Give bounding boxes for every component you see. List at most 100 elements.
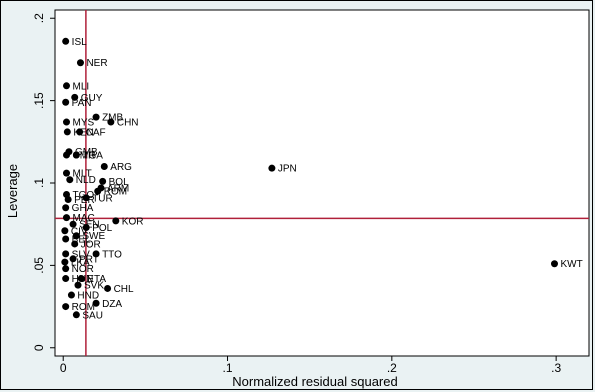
data-point-pol: POL [82, 223, 113, 234]
point-marker [62, 37, 70, 45]
point-label: CIV [71, 226, 88, 237]
point-marker [62, 235, 70, 243]
x-tick-label: .1 [223, 361, 233, 375]
point-marker [92, 299, 100, 307]
point-label: BOL [109, 177, 129, 188]
point-label: PAN [72, 98, 92, 109]
point-label: TTO [102, 249, 122, 260]
data-point-mli: MLI [63, 81, 89, 92]
data-point-hun: HUN [62, 274, 93, 285]
point-label: ARG [110, 162, 132, 173]
point-marker [72, 232, 80, 240]
data-point-zmb: ZMB [92, 113, 124, 124]
point-marker [63, 118, 71, 126]
point-label: MLT [73, 169, 92, 180]
point-marker [62, 275, 70, 283]
point-label: CHL [114, 284, 134, 295]
data-point-hnd: HND [67, 291, 99, 302]
point-marker [112, 217, 120, 225]
data-point-bol: BOL [99, 177, 129, 188]
data-point-pan: PAN [62, 98, 92, 109]
point-marker [62, 98, 70, 106]
data-point-slv: SLV [62, 249, 90, 260]
data-point-prt: PRT [69, 254, 99, 265]
data-point-isl: ISL [62, 37, 87, 48]
point-marker [92, 250, 100, 258]
point-marker [82, 194, 90, 202]
y-tick-label: .15 [32, 92, 46, 109]
point-marker [71, 240, 79, 248]
point-marker [64, 195, 72, 203]
point-label: KWT [560, 259, 582, 270]
y-tick-label: .1 [32, 178, 46, 188]
point-label: PER [74, 195, 95, 206]
point-label: MAC [73, 213, 95, 224]
data-point-chl: CHL [104, 284, 134, 295]
point-label: ARM [107, 183, 129, 194]
data-point-sen: SEN [69, 220, 100, 231]
point-label: JOR [81, 239, 101, 250]
point-marker [62, 250, 70, 258]
data-point-eta: ETA [77, 274, 106, 285]
point-marker [76, 128, 84, 136]
data-point-ner: NER [76, 58, 108, 69]
point-label: ROM [104, 187, 127, 198]
point-label: MYS [73, 118, 95, 129]
point-label: ZMB [102, 113, 123, 124]
point-label: JPN [278, 164, 297, 175]
data-point-nor: NOR [62, 264, 94, 275]
point-label: GMB [75, 147, 98, 158]
x-axis-title: Normalized residual squared [232, 374, 397, 389]
point-label: CAF [86, 127, 106, 138]
data-point-per: PER [64, 195, 95, 206]
y-tick-label: .2 [32, 13, 46, 23]
point-label: SLV [72, 249, 90, 260]
point-label: MLI [73, 81, 90, 92]
data-point-nld: NLD [66, 175, 96, 186]
point-label: CHN [117, 118, 139, 129]
point-marker [62, 303, 70, 311]
point-label: HUN [72, 274, 94, 285]
point-marker [74, 281, 82, 289]
point-marker [61, 258, 69, 266]
point-label: GHA [72, 203, 94, 214]
point-label: NOR [72, 264, 94, 275]
data-point-kwt: KWT [550, 259, 583, 270]
point-label: BEL [72, 235, 91, 246]
data-point-jpn: JPN [268, 164, 297, 175]
point-marker [77, 275, 85, 283]
point-marker [67, 291, 75, 299]
point-label: KEN [73, 127, 94, 138]
x-tick-label: .3 [551, 361, 561, 375]
data-point-arg: ARG [100, 162, 132, 173]
data-point-guy: GUY [71, 93, 103, 104]
point-label: GUY [81, 93, 103, 104]
point-marker [76, 59, 84, 67]
point-marker [268, 164, 276, 172]
data-point-mac: MAC [63, 213, 95, 224]
y-tick-label: .05 [32, 257, 46, 274]
point-marker [100, 163, 108, 171]
point-marker [71, 93, 79, 101]
point-marker [82, 223, 90, 231]
point-marker [66, 176, 74, 184]
data-point-civ: CIV [61, 226, 88, 237]
point-marker [72, 151, 80, 159]
point-label: LKA [71, 258, 90, 269]
point-marker [92, 113, 100, 121]
point-label: DZA [102, 299, 122, 310]
point-label: ISL [72, 37, 87, 48]
point-label: ROM [72, 302, 95, 313]
point-marker [63, 214, 71, 222]
point-label: KOR [122, 216, 144, 227]
x-tick-label: 0 [60, 361, 67, 375]
data-point-dza: DZA [92, 299, 122, 310]
x-tick-label: .2 [387, 361, 397, 375]
point-marker [107, 118, 115, 126]
data-point-gha: GHA [62, 203, 94, 214]
data-point-tga: TGA [72, 150, 103, 161]
point-label: ETA [87, 274, 106, 285]
point-label: PRT [79, 254, 99, 265]
point-marker [104, 284, 112, 292]
